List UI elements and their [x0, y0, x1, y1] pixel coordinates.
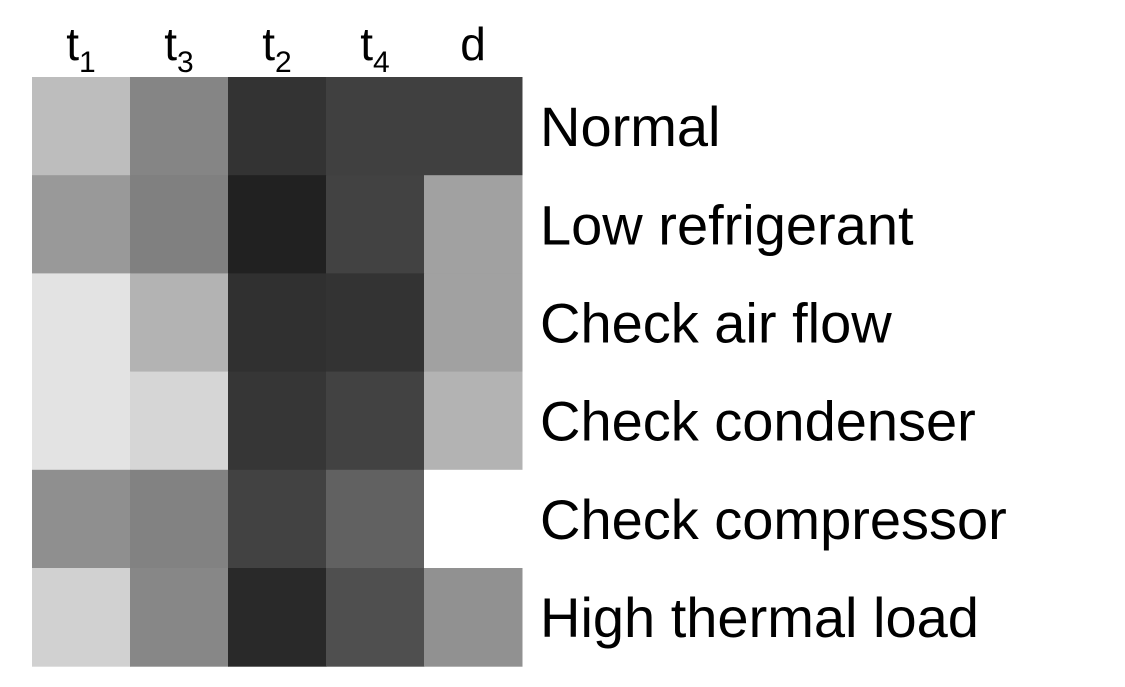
heatmap-cell-r0-c4 [424, 77, 523, 176]
column-label: t3 [164, 18, 193, 79]
row-label: Check condenser [540, 390, 976, 453]
row-label: High thermal load [540, 586, 979, 649]
heatmap-cell-r5-c1 [130, 568, 229, 667]
row-label: Normal [540, 95, 720, 158]
heatmap-cell-r4-c3 [326, 469, 425, 569]
heatmap-cell-r2-c4 [424, 273, 523, 373]
heatmap-cell-r3-c1 [130, 371, 229, 471]
heatmap-cell-r1-c0 [32, 175, 131, 274]
heatmap-cell-r5-c3 [326, 568, 425, 667]
heatmap-cell-r2-c0 [32, 273, 131, 373]
heatmap-cell-r5-c2 [228, 568, 327, 667]
column-label: t1 [66, 18, 95, 79]
column-label: t4 [360, 18, 389, 79]
heatmap-cell-r3-c3 [326, 371, 425, 471]
row-labels: Normal Low refrigerant Check air flow Check… [540, 95, 1007, 649]
heatmap-cell-r5-c4 [424, 568, 523, 667]
heatmap-cell-r1-c3 [326, 175, 425, 274]
heatmap-cell-r0-c0 [32, 77, 131, 176]
row-label: Low refrigerant [540, 193, 914, 256]
heatmap-cell-r4-c0 [32, 469, 131, 569]
heatmap-cell-r5-c0 [32, 568, 131, 667]
heatmap-cell-r3-c0 [32, 371, 131, 471]
heatmap-cell-r4-c4 [424, 469, 523, 569]
heatmap-cell-r2-c3 [326, 273, 425, 373]
column-label: t2 [262, 18, 291, 79]
heatmap-cell-r3-c2 [228, 371, 327, 471]
heatmap-cell-r1-c1 [130, 175, 229, 274]
row-label: Check compressor [540, 488, 1007, 551]
heatmap-cell-r0-c3 [326, 77, 425, 176]
heatmap-cell-r0-c2 [228, 77, 327, 176]
heatmap-cell-r2-c2 [228, 273, 327, 373]
heatmap-cell-r2-c1 [130, 273, 229, 373]
heatmap-cell-r4-c2 [228, 469, 327, 569]
heatmap-cell-r3-c4 [424, 371, 523, 471]
heatmap-cell-r4-c1 [130, 469, 229, 569]
heatmap-cells [32, 77, 523, 667]
row-label: Check air flow [540, 292, 892, 355]
heatmap-cell-r1-c4 [424, 175, 523, 274]
column-label: d [460, 18, 486, 70]
column-labels: t1 t3 t2 t4 d [66, 18, 486, 79]
heatmap-cell-r1-c2 [228, 175, 327, 274]
heatmap-cell-r0-c1 [130, 77, 229, 176]
